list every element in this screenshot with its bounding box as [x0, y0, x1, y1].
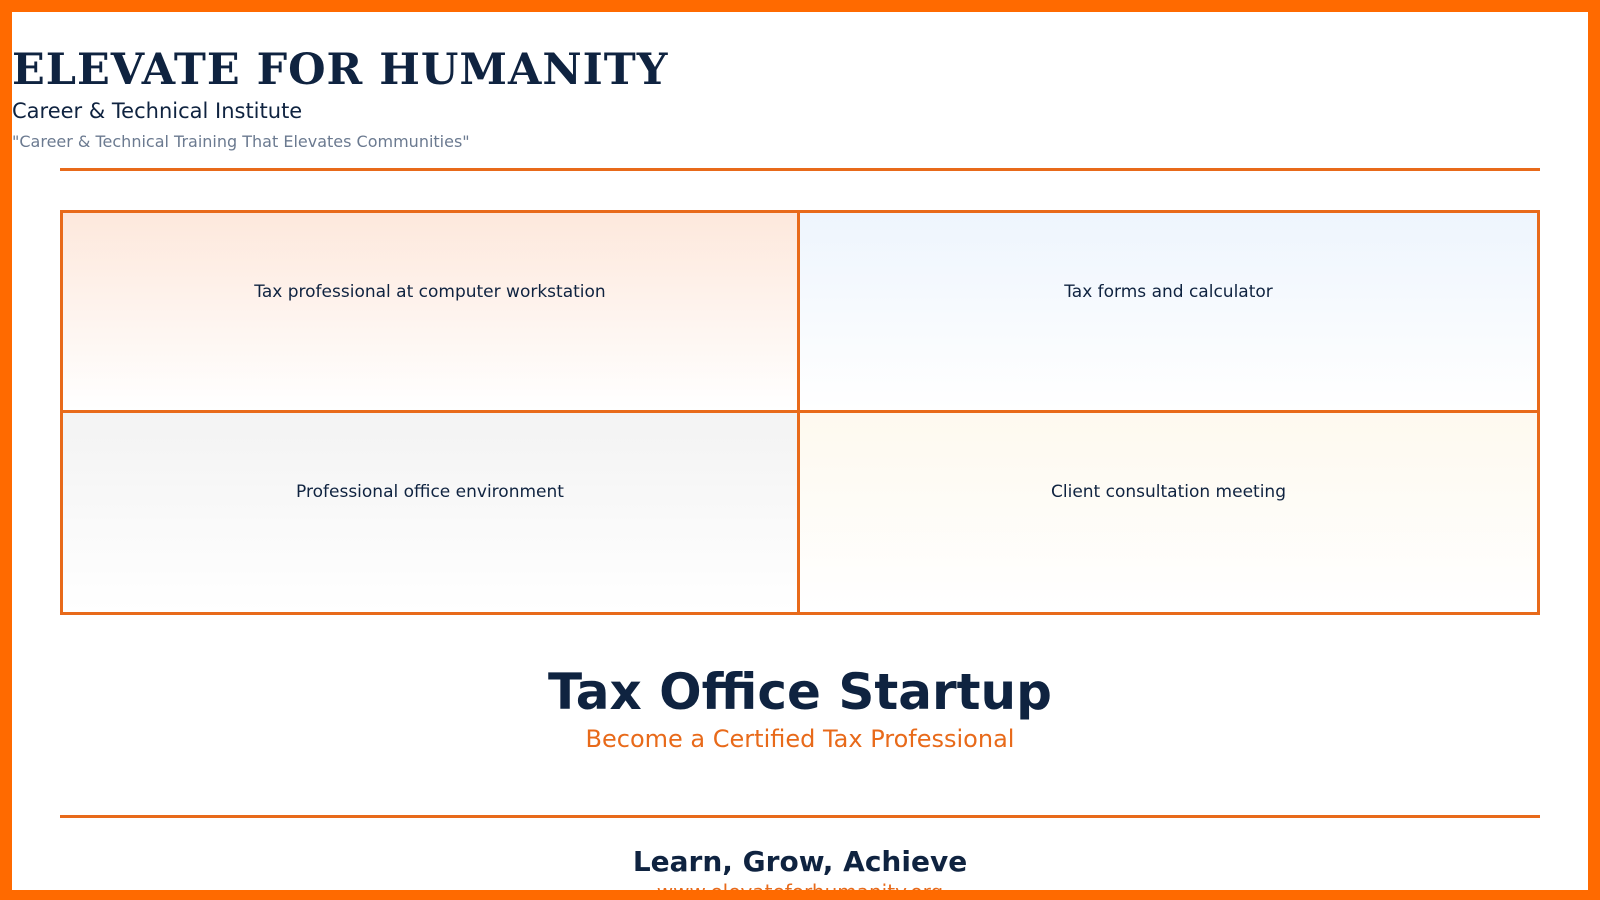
motto: Learn, Grow, Achieve [632, 845, 968, 878]
image-caption: Tax forms and calculator [1064, 282, 1273, 302]
program-title: Tax Office Startup [548, 663, 1052, 721]
image-caption: Tax professional at computer workstation [254, 282, 606, 302]
image-placeholder-consultation: Client consultation meeting [800, 412, 1537, 612]
image-placeholder-office: Professional office environment [63, 412, 800, 612]
tagline: "Career & Technical Training That Elevat… [12, 132, 470, 151]
image-caption: Professional office environment [296, 481, 564, 502]
bottom-divider [60, 815, 1540, 818]
image-grid: Tax professional at computer workstation… [60, 210, 1540, 615]
image-placeholder-tax-forms: Tax forms and calculator [800, 213, 1537, 413]
program-subtitle: Become a Certified Tax Professional [585, 725, 1015, 753]
institute-name: Career & Technical Institute [12, 99, 303, 123]
top-divider [60, 168, 1540, 171]
image-caption: Client consultation meeting [1051, 481, 1286, 502]
image-placeholder-workstation: Tax professional at computer workstation [63, 213, 800, 413]
website-link[interactable]: www.elevateforhumanity.org [656, 880, 944, 900]
brand-title: ELEVATE FOR HUMANITY [12, 45, 669, 95]
